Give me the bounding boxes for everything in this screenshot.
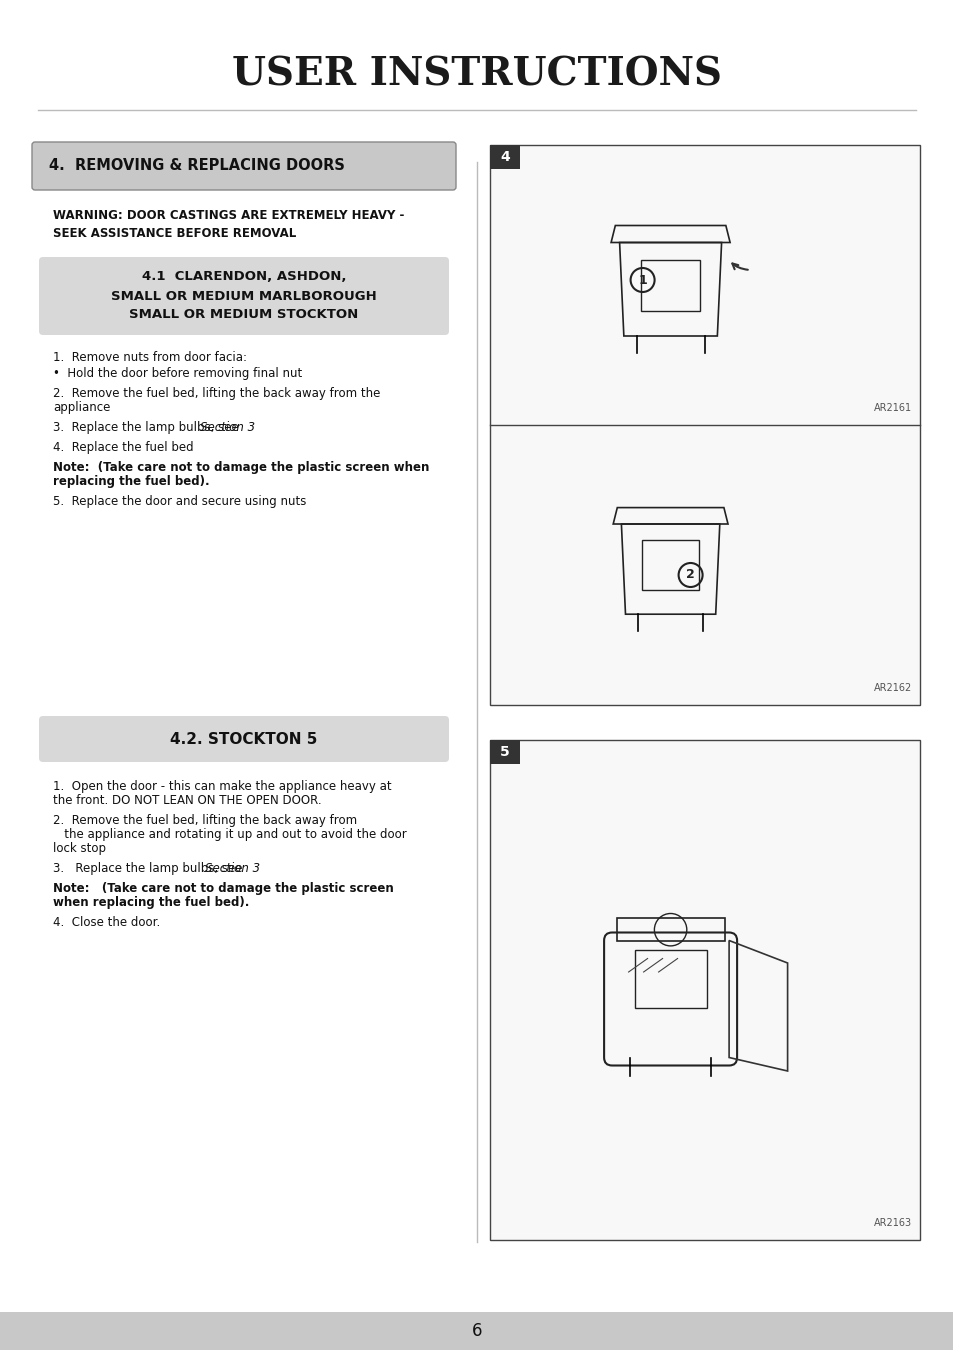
Text: 1.  Remove nuts from door facia:: 1. Remove nuts from door facia: xyxy=(53,351,247,364)
Text: lock stop: lock stop xyxy=(53,842,106,855)
Text: Note:  (Take care not to damage the plastic screen when: Note: (Take care not to damage the plast… xyxy=(53,460,429,474)
Text: Section 3: Section 3 xyxy=(205,863,259,875)
Bar xyxy=(641,540,699,590)
Text: 1.  Open the door - this can make the appliance heavy at: 1. Open the door - this can make the app… xyxy=(53,780,392,792)
Text: 3.   Replace the lamp bulbs, see: 3. Replace the lamp bulbs, see xyxy=(53,863,246,875)
Bar xyxy=(490,740,519,764)
Text: 5.  Replace the door and secure using nuts: 5. Replace the door and secure using nut… xyxy=(53,495,306,508)
Bar xyxy=(490,144,519,169)
Text: 4.  Replace the fuel bed: 4. Replace the fuel bed xyxy=(53,441,193,454)
Text: •  Hold the door before removing final nut: • Hold the door before removing final nu… xyxy=(53,367,302,379)
Text: 1: 1 xyxy=(638,274,646,286)
Text: 2.  Remove the fuel bed, lifting the back away from the: 2. Remove the fuel bed, lifting the back… xyxy=(53,387,380,400)
FancyBboxPatch shape xyxy=(32,142,456,190)
Text: 4.  REMOVING & REPLACING DOORS: 4. REMOVING & REPLACING DOORS xyxy=(49,158,345,174)
Text: appliance: appliance xyxy=(53,401,111,414)
Text: 6: 6 xyxy=(471,1322,482,1341)
Text: 2: 2 xyxy=(685,568,694,582)
Text: AR2163: AR2163 xyxy=(873,1218,911,1228)
FancyBboxPatch shape xyxy=(39,716,449,761)
Text: Note:   (Take care not to damage the plastic screen: Note: (Take care not to damage the plast… xyxy=(53,882,394,895)
Text: Section 3: Section 3 xyxy=(200,421,255,433)
Bar xyxy=(490,740,919,1241)
Text: when replacing the fuel bed).: when replacing the fuel bed). xyxy=(53,896,249,909)
Text: the appliance and rotating it up and out to avoid the door: the appliance and rotating it up and out… xyxy=(53,828,406,841)
Bar xyxy=(640,259,700,310)
Text: 3.  Replace the lamp bulbs, see: 3. Replace the lamp bulbs, see xyxy=(53,421,242,433)
Text: 2.  Remove the fuel bed, lifting the back away from: 2. Remove the fuel bed, lifting the back… xyxy=(53,814,356,828)
Bar xyxy=(490,144,919,705)
FancyBboxPatch shape xyxy=(39,256,449,335)
Text: the front. DO NOT LEAN ON THE OPEN DOOR.: the front. DO NOT LEAN ON THE OPEN DOOR. xyxy=(53,794,321,807)
Text: 4.2. STOCKTON 5: 4.2. STOCKTON 5 xyxy=(171,732,317,747)
Text: 4.  Close the door.: 4. Close the door. xyxy=(53,917,160,929)
Text: WARNING: DOOR CASTINGS ARE EXTREMELY HEAVY -
SEEK ASSISTANCE BEFORE REMOVAL: WARNING: DOOR CASTINGS ARE EXTREMELY HEA… xyxy=(53,209,404,240)
Text: 5: 5 xyxy=(499,745,509,759)
Text: 4.1  CLARENDON, ASHDON,
SMALL OR MEDIUM MARLBOROUGH
SMALL OR MEDIUM STOCKTON: 4.1 CLARENDON, ASHDON, SMALL OR MEDIUM M… xyxy=(111,270,376,321)
Bar xyxy=(634,949,706,1008)
Text: 4: 4 xyxy=(499,150,509,163)
Text: USER INSTRUCTIONS: USER INSTRUCTIONS xyxy=(232,55,721,94)
Text: AR2162: AR2162 xyxy=(873,683,911,693)
Bar xyxy=(616,918,724,941)
Bar xyxy=(0,1312,953,1350)
Text: AR2161: AR2161 xyxy=(873,404,911,413)
Text: replacing the fuel bed).: replacing the fuel bed). xyxy=(53,475,210,487)
